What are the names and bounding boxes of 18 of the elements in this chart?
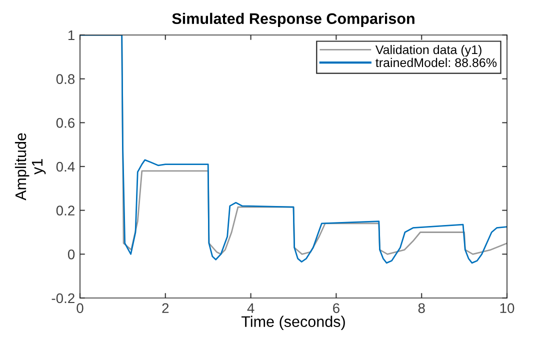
x-tick-label: 10 (500, 303, 514, 314)
x-tick-label: 8 (418, 303, 425, 314)
legend-label: Validation data (y1) (375, 45, 482, 57)
y-axis-title: Amplitude y1 (14, 133, 46, 200)
y-tick-label: 0.6 (56, 118, 75, 128)
x-axis-title: Time (seconds) (241, 316, 345, 330)
y-tick-label: 0.4 (56, 162, 75, 172)
y-tick-label: 0.2 (56, 206, 74, 216)
legend-label: trainedModel: 88.86% (376, 58, 497, 68)
y-tick-label: -0.2 (52, 293, 74, 304)
y-tick-label: 1 (68, 30, 74, 40)
x-tick-label: 2 (162, 303, 169, 313)
y-tick-label: 0.8 (56, 74, 75, 84)
chart-title: Simulated Response Comparison (172, 12, 414, 28)
x-tick-label: 0 (76, 303, 84, 314)
y-tick-label: 0 (68, 250, 75, 260)
x-tick-label: 6 (333, 303, 340, 314)
x-tick-label: 4 (247, 303, 254, 313)
